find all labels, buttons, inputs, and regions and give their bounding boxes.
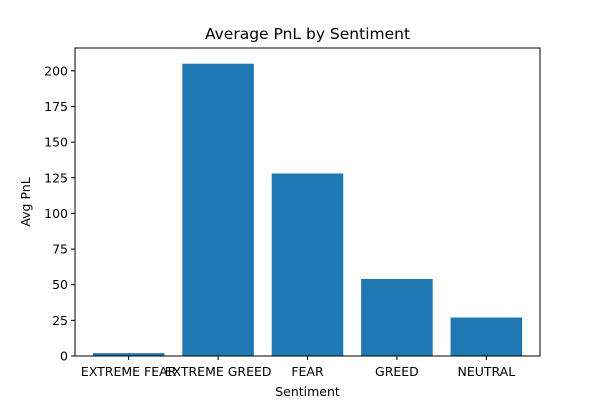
y-tick-label: 125 [44, 170, 68, 185]
x-axis-label: Sentiment [275, 384, 340, 399]
x-tick-label: EXTREME GREED [165, 364, 272, 379]
bar-fear [271, 173, 344, 356]
x-tick-label: GREED [375, 364, 419, 379]
x-tick-label: FEAR [291, 364, 324, 379]
bar-extreme-greed [182, 63, 254, 356]
bar-extreme-fear [92, 353, 165, 356]
y-tick-label: 150 [44, 135, 68, 150]
y-tick-label: 25 [52, 313, 68, 328]
bar-neutral [450, 317, 523, 356]
bars-layer [92, 63, 523, 356]
y-tick-label: 175 [44, 99, 68, 114]
y-tick-label: 100 [44, 206, 68, 221]
x-tick-label: EXTREME FEAR [81, 364, 177, 379]
y-tick-label: 200 [44, 63, 68, 78]
y-axis-ticks: 0 25 50 75 100 125 150 175 200 [44, 63, 75, 364]
y-tick-label: 50 [52, 277, 68, 292]
chart-title: Average PnL by Sentiment [205, 25, 410, 43]
y-axis-label: Avg PnL [18, 177, 33, 226]
y-tick-label: 0 [60, 349, 68, 364]
y-tick-label: 75 [52, 242, 68, 257]
bar-greed [361, 279, 433, 356]
x-tick-label: NEUTRAL [457, 364, 515, 379]
